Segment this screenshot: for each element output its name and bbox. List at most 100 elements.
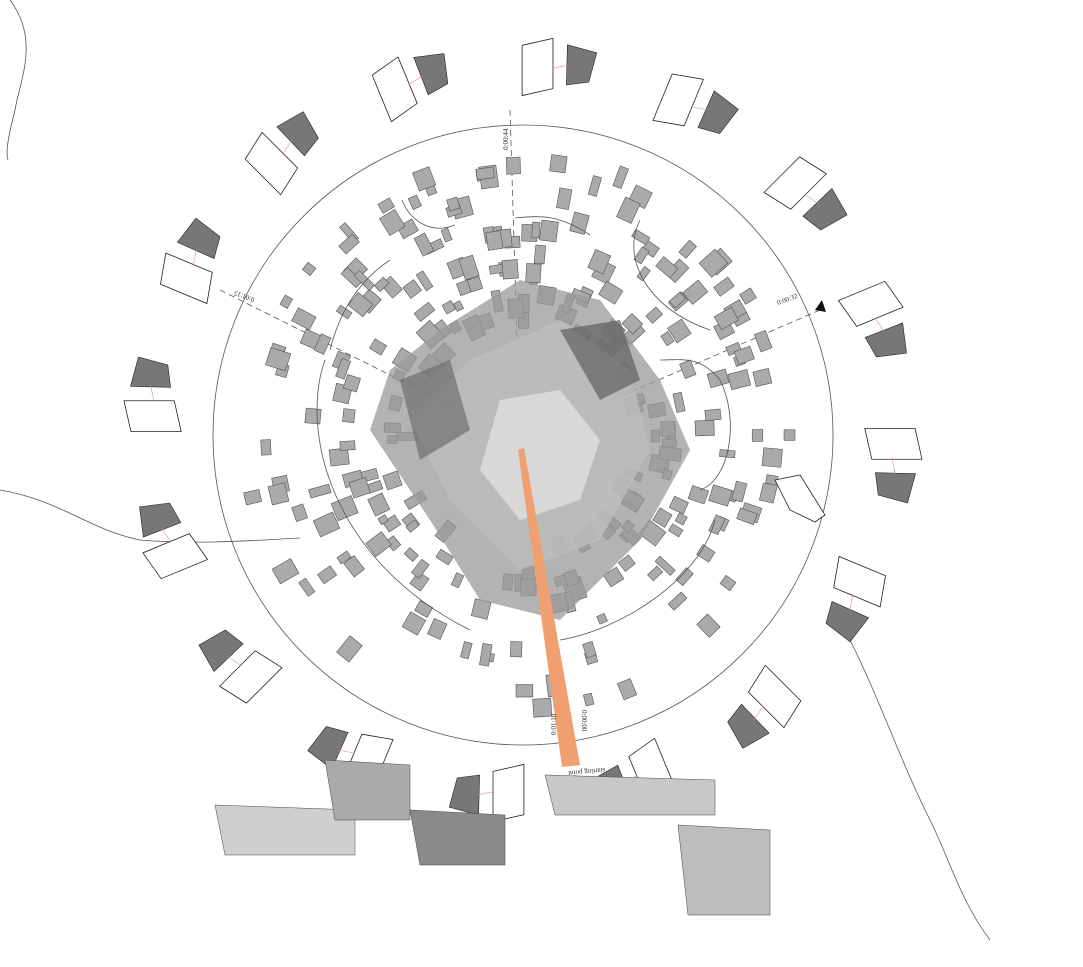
building (761, 447, 783, 468)
building (667, 591, 688, 611)
building (687, 485, 709, 505)
building (667, 318, 692, 344)
building (440, 227, 453, 243)
building (675, 567, 694, 587)
building (617, 554, 636, 572)
building (466, 276, 484, 293)
building (446, 196, 461, 212)
sketch-box (160, 252, 213, 305)
sketch (160, 217, 221, 305)
sketch-photo (448, 774, 480, 816)
sketch (763, 156, 848, 231)
building (698, 248, 729, 278)
building (733, 345, 755, 365)
building (342, 374, 361, 393)
sketch (837, 280, 907, 358)
sketch (825, 555, 886, 643)
building (336, 635, 363, 663)
building (752, 367, 773, 387)
sketch-box (763, 156, 827, 210)
building (343, 555, 365, 578)
building (532, 697, 553, 718)
sketch-photo (566, 44, 598, 86)
sketch-photo (307, 726, 349, 770)
building (441, 299, 457, 315)
sketch (864, 427, 923, 504)
building (751, 429, 764, 442)
start-note: starting point (568, 766, 606, 777)
building (587, 248, 612, 275)
time-label: 0:00:32 (776, 292, 799, 307)
sketch-box (244, 131, 299, 196)
building (313, 333, 332, 355)
building (427, 617, 448, 640)
sketch-photo (176, 217, 221, 259)
building (587, 175, 602, 197)
building (265, 347, 292, 372)
building (679, 359, 697, 379)
building (453, 300, 465, 312)
sketch-box (837, 280, 904, 327)
building (696, 613, 721, 638)
building (783, 429, 796, 441)
route (329, 259, 391, 351)
building (682, 279, 709, 305)
building (405, 519, 420, 533)
building (569, 211, 590, 235)
sketch-photo (727, 703, 770, 749)
building (312, 511, 341, 538)
radial-line (219, 289, 521, 441)
sight-line (282, 140, 293, 155)
sketch (244, 111, 319, 196)
building (348, 476, 371, 499)
sketch-box (521, 37, 554, 97)
contour (0, 489, 301, 543)
sight-line (161, 528, 172, 543)
sketch (139, 502, 209, 580)
building (342, 408, 356, 424)
time-label: 0:01:15 (232, 289, 255, 304)
sketch-box (652, 73, 704, 127)
building (668, 291, 687, 309)
building (271, 558, 300, 585)
sight-line (891, 458, 896, 475)
sketch-photo (697, 90, 739, 134)
sight-line (551, 64, 569, 69)
building (328, 447, 350, 467)
building (678, 239, 697, 259)
sight-line (804, 194, 819, 204)
street-photo (677, 824, 771, 916)
building (373, 276, 390, 293)
building (339, 440, 356, 451)
sight-line (192, 249, 197, 266)
building (379, 208, 406, 237)
building (525, 263, 542, 284)
building (377, 514, 389, 526)
building (612, 165, 629, 189)
building (411, 558, 430, 579)
building (340, 266, 363, 289)
sketch-photo (825, 601, 870, 643)
street-photo (324, 759, 411, 821)
sketch-photo (276, 111, 319, 157)
building (396, 218, 419, 240)
building (654, 555, 676, 576)
sight-line (477, 791, 495, 796)
sight-line (408, 75, 423, 86)
sketch-photo (875, 472, 916, 504)
sketch-box (864, 427, 923, 460)
building (501, 259, 519, 280)
building (402, 279, 423, 299)
building (367, 492, 391, 517)
building (668, 495, 689, 515)
sketch (652, 73, 739, 134)
sketch-box (833, 555, 886, 608)
sight-line (849, 594, 854, 611)
building (708, 514, 726, 536)
building (719, 574, 737, 592)
building (531, 221, 541, 239)
building (435, 548, 454, 566)
building (353, 270, 375, 291)
sketch (371, 53, 449, 123)
